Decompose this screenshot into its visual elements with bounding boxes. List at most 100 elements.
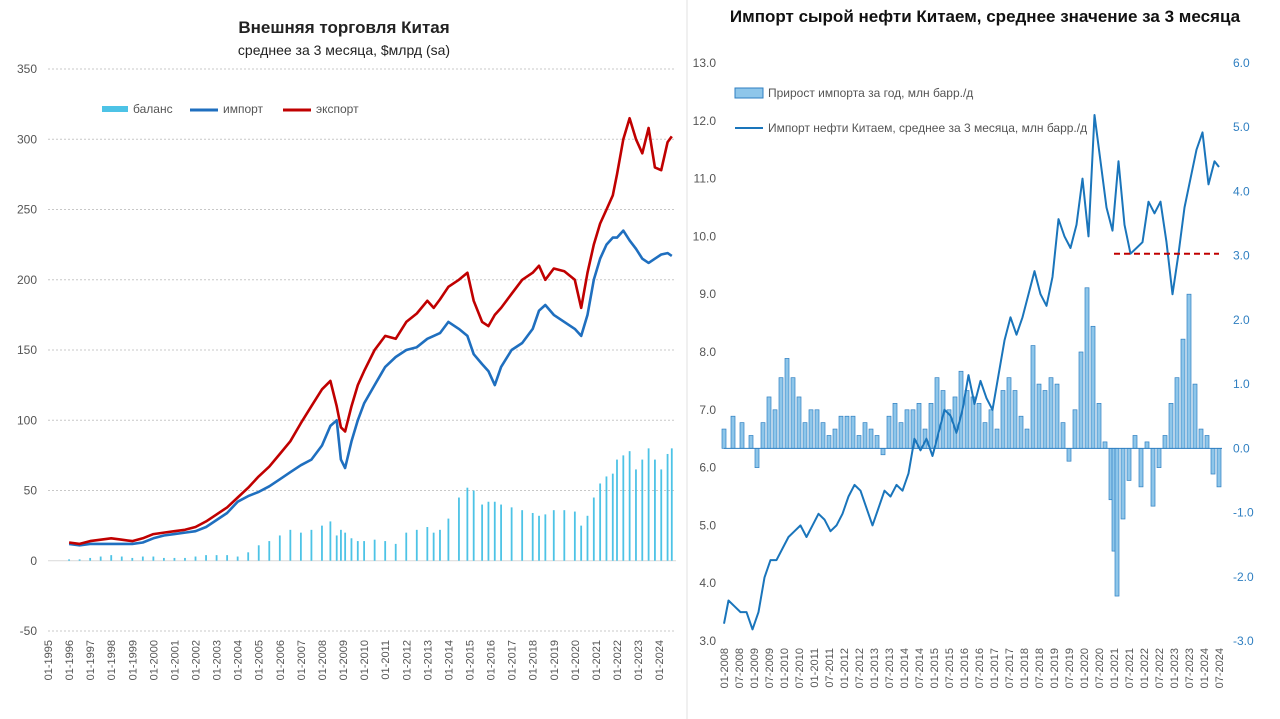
x-tick-label: 07-2016 [974, 648, 986, 688]
x-tick-label: 07-2022 [1154, 648, 1166, 688]
x-tick-label: 01-2024 [1199, 648, 1211, 688]
balance-bar [654, 459, 656, 561]
growth-bar [1192, 383, 1198, 449]
balance-bar [299, 532, 302, 561]
import-series-line [68, 229, 673, 547]
growth-bar [928, 403, 934, 449]
x-tick-label: 01-2015 [929, 648, 941, 688]
right-y-tick-label: -1.0 [1233, 506, 1254, 520]
trade-chart: Внешняя торговля Китая среднее за 3 месяц… [17, 18, 676, 680]
x-tick-label: 01-2012 [839, 648, 851, 688]
balance-bar [257, 545, 260, 561]
chart-title: Внешняя торговля Китая [238, 18, 449, 37]
x-tick-label: 01-2016 [486, 640, 498, 680]
y-tick-label: 50 [24, 484, 38, 498]
x-tick-label: 01-2009 [338, 640, 350, 680]
right-y-tick-label: 3.0 [1233, 249, 1250, 263]
x-tick-label: 07-2021 [1124, 648, 1136, 688]
balance-bar [641, 459, 644, 561]
growth-bar [904, 409, 910, 449]
growth-bar [844, 415, 850, 449]
balance-bar [521, 510, 524, 561]
legend-label-line: Импорт нефти Китаем, среднее за 3 месяца… [768, 121, 1087, 135]
legend-swatch-bars [734, 87, 764, 99]
growth-bar [1030, 345, 1036, 449]
growth-bar [754, 447, 760, 468]
growth-bar [796, 396, 802, 449]
export-series-line [68, 116, 673, 546]
growth-bar [1084, 287, 1090, 449]
x-tick-label: 07-2010 [794, 648, 806, 688]
growth-bar [1144, 441, 1150, 449]
growth-bar [1042, 390, 1048, 449]
x-tick-label: 01-2016 [959, 648, 971, 688]
balance-bar [247, 552, 250, 561]
left-y-tick-label: 6.0 [699, 461, 716, 475]
growth-bar [1138, 447, 1144, 488]
legend-label-import: импорт [223, 102, 264, 116]
growth-bar [862, 422, 868, 449]
growth-bar [772, 409, 778, 449]
growth-bar [1120, 447, 1126, 520]
growth-bar [1150, 447, 1156, 507]
growth-bar [1210, 447, 1216, 475]
x-tick-label: 07-2011 [824, 648, 836, 688]
growth-bar [856, 435, 862, 449]
x-tick-label: 01-1997 [85, 640, 97, 680]
right-y-tick-label: 2.0 [1233, 313, 1250, 327]
x-tick-label: 01-2019 [1049, 648, 1061, 688]
balance-bar [628, 451, 631, 561]
x-tick-label: 01-2022 [1139, 648, 1151, 688]
balance-bar [586, 515, 589, 561]
x-tick-label: 01-2013 [869, 648, 881, 688]
growth-bar [739, 422, 745, 449]
growth-bar [1186, 293, 1192, 449]
x-tick-label: 07-2020 [1094, 648, 1106, 688]
growth-bar [976, 403, 982, 449]
x-tick-label: 07-2014 [914, 648, 926, 688]
balance-bar [131, 557, 134, 561]
growth-bar [730, 415, 736, 449]
balance-bar [439, 529, 441, 561]
x-tick-label: 01-2008 [317, 640, 329, 680]
balance-bar [592, 497, 595, 561]
x-tick-label: 01-2017 [989, 648, 1001, 688]
y-tick-label: 250 [17, 203, 37, 217]
x-tick-label: 07-2013 [884, 648, 896, 688]
balance-bar [466, 487, 469, 561]
legend-label-balance: баланс [133, 102, 173, 116]
growth-bar [802, 422, 808, 449]
legend-label-export: экспорт [316, 102, 359, 116]
growth-bar [826, 435, 832, 449]
growth-bar [964, 390, 970, 449]
growth-bar [1156, 447, 1162, 468]
balance-bar [89, 557, 92, 561]
balance-bar [580, 525, 583, 561]
left-y-tick-label: 12.0 [693, 114, 717, 128]
growth-bar [988, 409, 994, 449]
balance-bar [510, 507, 513, 561]
balance-bar [335, 535, 338, 561]
growth-bar [748, 435, 754, 449]
x-tick-label: 01-1995 [43, 640, 55, 680]
growth-bar [1180, 338, 1186, 449]
x-tick-label: 07-2008 [734, 648, 746, 688]
balance-bar [605, 476, 608, 561]
growth-bar [1060, 422, 1066, 449]
growth-bar [778, 377, 784, 449]
x-tick-label: 07-2009 [764, 648, 776, 688]
left-y-tick-label: 3.0 [699, 634, 716, 648]
x-tick-label: 01-2017 [507, 640, 519, 680]
x-tick-label: 01-2004 [233, 640, 245, 680]
balance-bar [152, 556, 155, 561]
growth-bar [832, 428, 838, 449]
balance-bar [405, 532, 408, 561]
left-y-tick-label: 5.0 [699, 518, 716, 532]
growth-bar [886, 415, 892, 449]
x-tick-label: 01-2015 [464, 640, 476, 680]
left-y-tick-label: 4.0 [699, 576, 716, 590]
balance-bar [329, 521, 332, 561]
x-tick-label: 07-2012 [854, 648, 866, 688]
right-y-tick-label: 0.0 [1233, 441, 1250, 455]
growth-bar [790, 377, 796, 449]
